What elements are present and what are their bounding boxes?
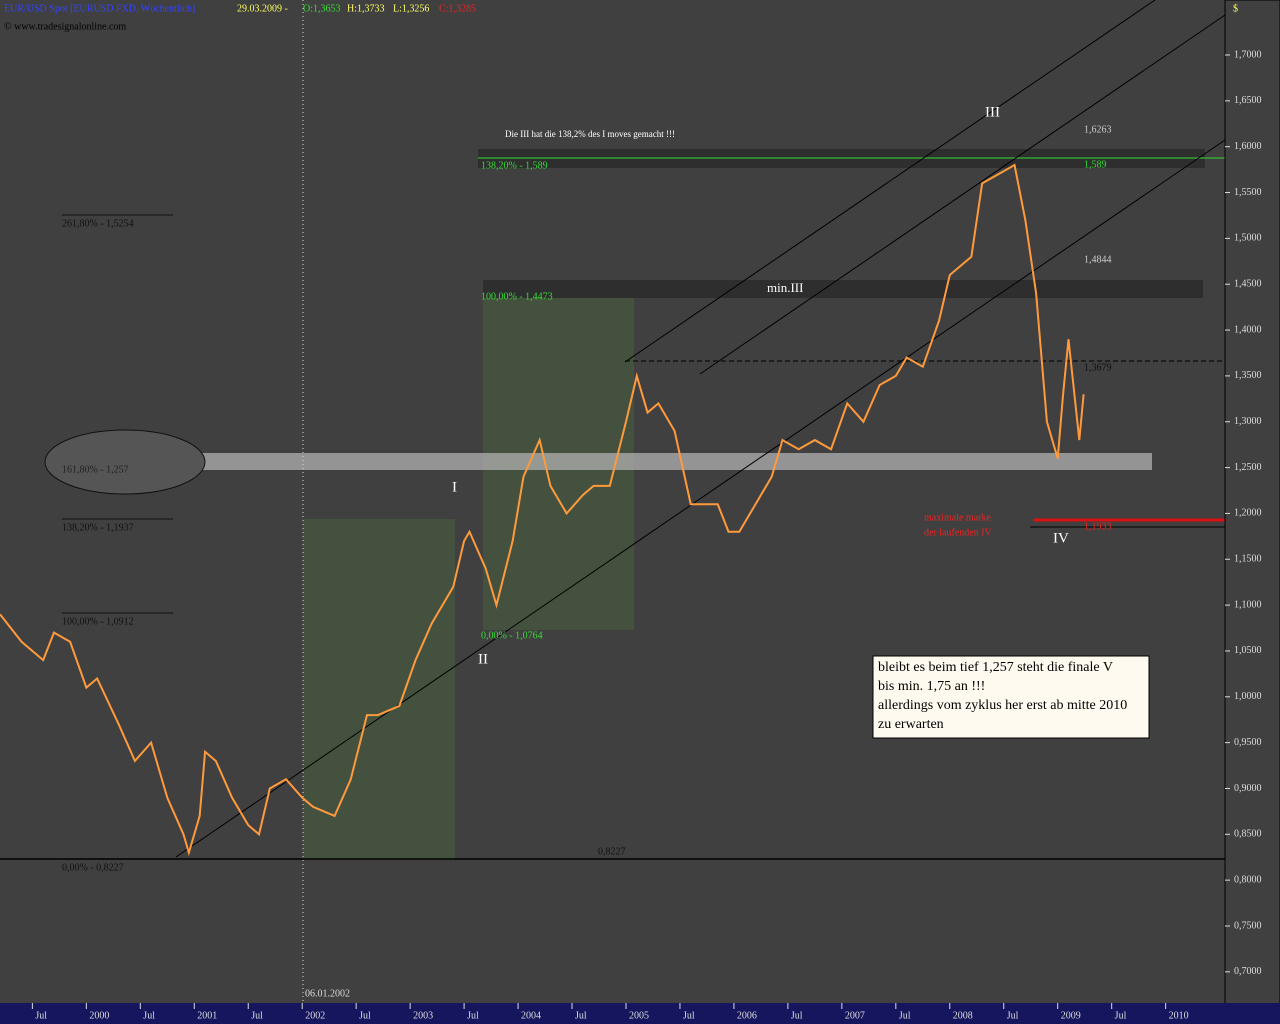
x-tick-label: 2000	[89, 1010, 109, 1021]
x-tick-label: Jul	[251, 1010, 263, 1021]
x-tick-label: Jul	[575, 1010, 587, 1021]
annotation: 0,00% - 0,8227	[62, 862, 124, 873]
fib-zone	[303, 519, 455, 860]
x-tick-label: 2008	[953, 1010, 973, 1021]
annotation: IV	[1053, 530, 1069, 546]
x-tick-label: Jul	[1007, 1010, 1019, 1021]
header-date: 29.03.2009 -	[237, 3, 288, 14]
annotation: 100,00% - 1,4473	[481, 291, 553, 302]
y-tick-label: 1,5000	[1234, 233, 1262, 244]
annotation: II	[478, 651, 488, 667]
y-tick-label: 0,9500	[1234, 737, 1262, 748]
x-axis-panel	[0, 1003, 1280, 1024]
y-tick-label: 1,1500	[1234, 554, 1262, 565]
annotation: 161,80% - 1,257	[62, 464, 129, 475]
x-tick-label: Jul	[143, 1010, 155, 1021]
note-line: zu erwarten	[878, 717, 944, 732]
x-tick-label: 2006	[737, 1010, 757, 1021]
y-tick-label: 1,6500	[1234, 95, 1262, 106]
channel-line	[624, 0, 1156, 363]
annotation: 1,1933	[1084, 521, 1112, 532]
y-tick-label: 1,0000	[1234, 691, 1262, 702]
header-high: H:1,3733	[347, 3, 385, 14]
note-box	[872, 655, 1150, 739]
support-band	[176, 453, 1152, 470]
y-tick-label: 1,3500	[1234, 370, 1262, 381]
x-tick-label: Jul	[35, 1010, 47, 1021]
header-low: L:1,3256	[393, 3, 429, 14]
annotation: I	[452, 479, 457, 495]
x-tick-label: 2010	[1169, 1010, 1189, 1021]
y-axis-panel	[1224, 0, 1280, 1024]
annotation: 1,4844	[1084, 254, 1112, 265]
annotation: 100,00% - 1,0912	[62, 616, 134, 627]
y-tick-label: 1,5500	[1234, 187, 1262, 198]
annotation: 0,8227	[598, 846, 626, 857]
y-tick-label: 0,8500	[1234, 829, 1262, 840]
y-tick-label: 1,6000	[1234, 141, 1262, 152]
channel-line	[175, 139, 1226, 858]
y-tick-label: 1,7000	[1234, 49, 1262, 60]
y-tick-label: 1,4000	[1234, 324, 1262, 335]
x-tick-label: 2009	[1061, 1010, 1081, 1021]
header-close: C:1,3285	[439, 3, 476, 14]
note-line: bis min. 1,75 an !!!	[878, 679, 985, 694]
annotation: 138,20% - 1,1937	[62, 522, 134, 533]
y-tick-label: 1,2500	[1234, 462, 1262, 473]
highlight-ellipse	[44, 429, 206, 495]
y-tick-label: 0,8000	[1234, 874, 1262, 885]
resistance-band	[483, 280, 1203, 298]
y-axis-label: $	[1233, 3, 1238, 14]
header-open: O:1,3653	[303, 3, 341, 14]
annotation: 261,80% - 1,5254	[62, 218, 134, 229]
x-tick-label: 2005	[629, 1010, 649, 1021]
y-tick-label: 1,3000	[1234, 416, 1262, 427]
y-tick-label: 1,2000	[1234, 508, 1262, 519]
annotation: 138,20% - 1,589	[481, 160, 548, 171]
annotation: Die III hat die 138,2% des I moves gemac…	[505, 129, 675, 139]
y-tick-label: 0,7000	[1234, 966, 1262, 977]
annotation: min.III	[767, 280, 803, 295]
header-instrument: EUR/USD Spot [EURUSD FXD, Wöchentlich]	[4, 3, 195, 14]
annotation: 1,3679	[1084, 362, 1112, 373]
annotation: III	[985, 104, 1000, 120]
x-tick-label: Jul	[899, 1010, 911, 1021]
price-line	[0, 163, 1085, 857]
y-tick-label: 0,9000	[1234, 783, 1262, 794]
annotation: 0,00% - 1,0764	[481, 630, 543, 641]
annotation: der laufenden IV	[924, 527, 993, 538]
note-line: allerdings vom zyklus her erst ab mitte …	[878, 698, 1127, 713]
x-tick-label: Jul	[467, 1010, 479, 1021]
x-tick-label: 2003	[413, 1010, 433, 1021]
x-tick-label: Jul	[1115, 1010, 1127, 1021]
y-tick-label: 1,1000	[1234, 599, 1262, 610]
copyright: © www.tradesignalonline.com	[4, 21, 126, 32]
annotation: 1,6263	[1084, 124, 1112, 135]
channel-line	[699, 14, 1226, 375]
note-line: bleibt es beim tief 1,257 steht die fina…	[878, 660, 1113, 675]
x-tick-label: Jul	[791, 1010, 803, 1021]
x-tick-label: 2001	[197, 1010, 217, 1021]
y-tick-label: 0,7500	[1234, 920, 1262, 931]
x-tick-label: Jul	[683, 1010, 695, 1021]
x-tick-label: 2002	[305, 1010, 325, 1021]
date-marker: 06.01.2002	[305, 988, 350, 999]
x-tick-label: 2004	[521, 1010, 541, 1021]
annotation: maximale marke	[924, 512, 991, 523]
y-tick-label: 1,0500	[1234, 645, 1262, 656]
x-tick-label: Jul	[359, 1010, 371, 1021]
annotation: 1,589	[1084, 159, 1107, 170]
x-tick-label: 2007	[845, 1010, 865, 1021]
y-tick-label: 1,4500	[1234, 279, 1262, 290]
